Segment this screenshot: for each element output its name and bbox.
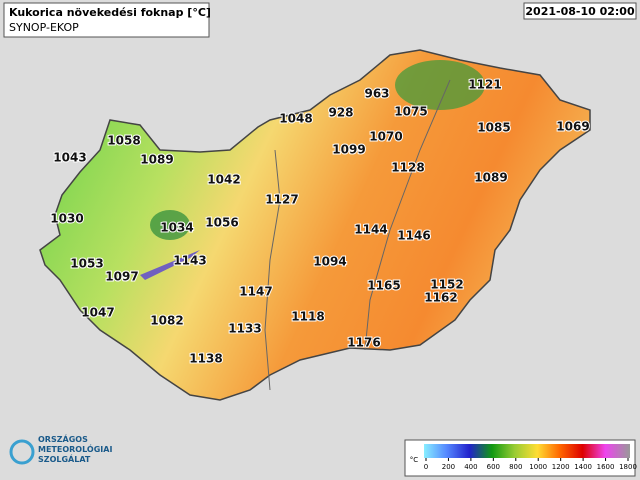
station-value: 1070 — [369, 130, 402, 144]
station-value: 1162 — [424, 291, 457, 305]
colorbar-tick-label: 1200 — [552, 463, 570, 471]
station-value: 1144 — [354, 223, 387, 237]
station-value: 1094 — [313, 255, 346, 269]
station-value: 1048 — [279, 112, 312, 126]
station-value: 1082 — [150, 314, 183, 328]
station-value: 1043 — [53, 151, 86, 165]
station-value: 1176 — [347, 336, 380, 350]
datetime-box — [523, 2, 637, 20]
subtitle: SYNOP-EKOP — [9, 21, 79, 34]
colorbar-tick-label: 400 — [464, 463, 477, 471]
station-value: 1128 — [391, 161, 424, 175]
highland — [150, 210, 190, 240]
country-area — [39, 49, 591, 401]
station-value: 1097 — [105, 270, 138, 284]
colorbar-tick-label: 1000 — [529, 463, 547, 471]
station-value: 1121 — [468, 78, 501, 92]
station-value: 1075 — [394, 105, 427, 119]
highland — [395, 60, 485, 110]
stations: 1121 963 1075 928 1048 1070 1085 1069 1058 1043 10… — [49, 77, 590, 367]
station-value: 1133 — [228, 322, 261, 336]
logo-text: SZOLGÁLAT — [38, 453, 91, 464]
colorbar-tick-label: 800 — [509, 463, 522, 471]
station-value: 1034 — [160, 221, 193, 235]
station-value: 1069 — [556, 120, 589, 134]
station-value: 1165 — [367, 279, 400, 293]
station-value: 1146 — [397, 229, 430, 243]
station-value: 1138 — [189, 352, 222, 366]
station-value: 963 — [364, 87, 389, 101]
logo-text: ORSZÁGOS — [38, 433, 88, 444]
station-value: 1152 — [430, 278, 463, 292]
station-value: 1147 — [239, 285, 272, 299]
station-value: 1058 — [107, 134, 140, 148]
station-value: 1085 — [477, 121, 510, 135]
logo: ORSZÁGOS METEOROLÓGIAI SZOLGÁLAT — [9, 433, 112, 465]
station-value: 1042 — [207, 173, 240, 187]
title: Kukorica növekedési foknap [°C] — [9, 6, 211, 19]
station-value: 1089 — [140, 153, 173, 167]
logo-text: METEOROLÓGIAI — [38, 443, 112, 454]
station-value: 1099 — [332, 143, 365, 157]
station-value: 1143 — [173, 254, 206, 268]
colorbar-unit: °C — [410, 456, 419, 464]
colorbar-tick-label: 1400 — [574, 463, 592, 471]
colorbar-tick-label: 0 — [424, 463, 428, 471]
datetime: 2021-08-10 02:00 — [525, 5, 635, 18]
station-value: 1047 — [81, 306, 114, 320]
colorbar — [424, 444, 630, 458]
river — [264, 149, 281, 391]
colorbar-tick-label: 600 — [487, 463, 500, 471]
lake — [140, 250, 200, 280]
colorbar-tick-label: 200 — [442, 463, 455, 471]
colorbar-tick-label: 1800 — [619, 463, 637, 471]
station-value: 1056 — [205, 216, 238, 230]
station-value: 1089 — [474, 171, 507, 185]
colorbar-tick-label: 1600 — [597, 463, 615, 471]
header-box — [3, 2, 210, 38]
station-value: 1127 — [265, 193, 298, 207]
station-value: 1053 — [70, 257, 103, 271]
colorbar-ticks: 0 200 400 600 800 1000 1200 1400 1600 1800 — [424, 458, 637, 471]
logo-icon — [9, 439, 35, 465]
station-value: 1118 — [291, 310, 324, 324]
station-value: 1030 — [50, 212, 83, 226]
river — [364, 79, 451, 351]
station-value: 928 — [328, 106, 353, 120]
